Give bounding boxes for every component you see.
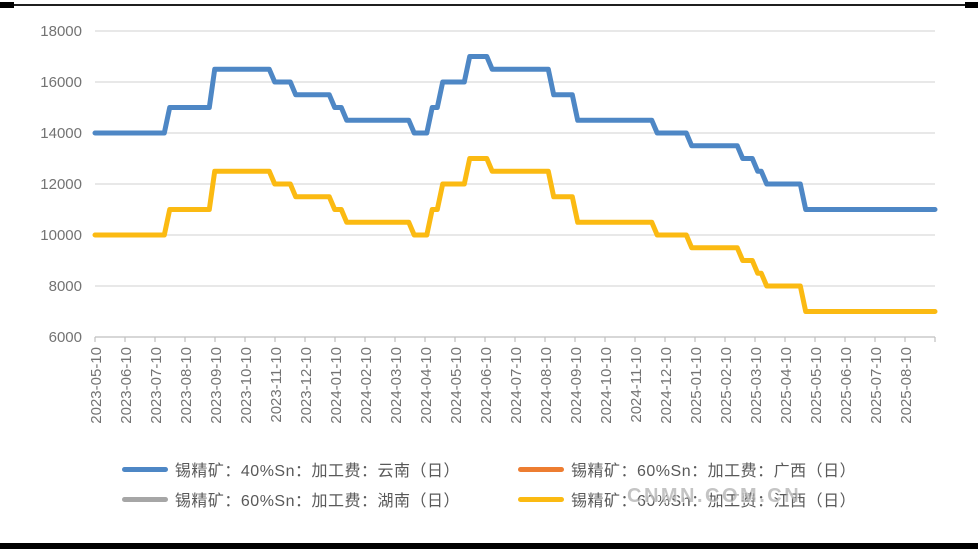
x-tick-label: 2025-06-10 [838, 347, 855, 424]
legend-item-hunan: 锡精矿：60%Sn：加工费：湖南（日） [121, 487, 460, 511]
legend-row-2: 锡精矿：60%Sn：加工费：湖南（日） 锡精矿：60%Sn：加工费：江西（日） [121, 486, 856, 512]
top-border-line [0, 4, 978, 6]
x-tick-label: 2023-09-10 [208, 347, 225, 424]
y-tick-label: 10000 [40, 227, 82, 244]
x-tick-label: 2023-05-10 [88, 347, 105, 424]
legend-row-1: 锡精矿：40%Sn：加工费：云南（日） 锡精矿：60%Sn：加工费：广西（日） [121, 456, 856, 482]
legend-item-yunnan: 锡精矿：40%Sn：加工费：云南（日） [121, 457, 460, 481]
y-gridlines [95, 30, 935, 338]
y-tick-label: 16000 [40, 74, 82, 91]
legend-marker-yellow-line-icon [518, 496, 564, 502]
x-tick-label: 2023-06-10 [118, 347, 135, 424]
legend-label-hunan: 锡精矿：60%Sn：加工费：湖南（日） [174, 493, 460, 510]
x-tick-label: 2024-05-10 [448, 347, 465, 424]
series-line-3 [92, 156, 938, 314]
x-tick-label: 2024-12-10 [658, 347, 675, 424]
legend-label-yunnan: 锡精矿：40%Sn：加工费：云南（日） [174, 463, 460, 480]
y-tick-labels: 6000 8000 10000 12000 14000 16000 18000 [40, 23, 82, 346]
x-tick-labels: 2023-05-10 2023-06-10 2023-07-10 2023-08-10… [88, 347, 915, 424]
x-tick-label: 2025-01-10 [688, 347, 705, 424]
x-tick-label: 2025-07-10 [868, 347, 885, 424]
y-tick-label: 6000 [49, 329, 82, 346]
x-tick-label: 2024-07-10 [508, 347, 525, 424]
legend-label-guangxi: 锡精矿：60%Sn：加工费：广西（日） [571, 463, 857, 480]
x-tick-label: 2024-06-10 [478, 347, 495, 424]
x-tick-label: 2025-04-10 [778, 347, 795, 424]
x-tick-label: 2024-08-10 [538, 347, 555, 424]
series-line-0 [92, 54, 938, 212]
x-tick-label: 2023-10-10 [238, 347, 255, 424]
legend-marker-gray-line-icon [121, 496, 168, 502]
legend-item-jiangxi: 锡精矿：60%Sn：加工费：江西（日） [518, 487, 856, 511]
bottom-border-line [0, 543, 978, 549]
x-tick-label: 2024-01-10 [328, 347, 345, 424]
x-tick-label: 2025-02-10 [718, 347, 735, 424]
legend-label-jiangxi: 锡精矿：60%Sn：加工费：江西（日） [571, 493, 857, 510]
legend-marker-orange-line-icon [518, 466, 564, 472]
y-tick-label: 12000 [40, 176, 82, 193]
top-border-right-cap [965, 2, 978, 8]
x-axis-ticks [94, 337, 936, 342]
chart-legend: 锡精矿：40%Sn：加工费：云南（日） 锡精矿：60%Sn：加工费：广西（日） … [0, 452, 978, 512]
y-tick-label: 18000 [40, 23, 82, 40]
x-tick-label: 2023-11-10 [268, 347, 285, 423]
line-chart: 6000 8000 10000 12000 14000 16000 18000 2023-05… [40, 23, 938, 424]
y-tick-label: 8000 [49, 278, 82, 295]
x-tick-label: 2023-12-10 [298, 347, 315, 424]
x-tick-label: 2024-10-10 [598, 347, 615, 424]
x-tick-label: 2023-08-10 [178, 347, 195, 424]
legend-item-guangxi: 锡精矿：60%Sn：加工费：广西（日） [518, 457, 856, 481]
x-tick-label: 2023-07-10 [148, 347, 165, 424]
x-tick-label: 2024-02-10 [358, 347, 375, 424]
x-tick-label: 2024-03-10 [388, 347, 405, 424]
x-tick-label: 2025-03-10 [748, 347, 765, 424]
x-tick-label: 2025-05-10 [808, 347, 825, 424]
x-tick-label: 2024-09-10 [568, 347, 585, 424]
y-tick-label: 14000 [40, 125, 82, 142]
x-tick-label: 2024-04-10 [418, 347, 435, 424]
x-tick-label: 2025-08-10 [898, 347, 915, 424]
top-border-left-cap [0, 2, 14, 8]
x-tick-label: 2024-11-10 [628, 347, 645, 423]
legend-marker-blue-line-icon [121, 466, 168, 472]
